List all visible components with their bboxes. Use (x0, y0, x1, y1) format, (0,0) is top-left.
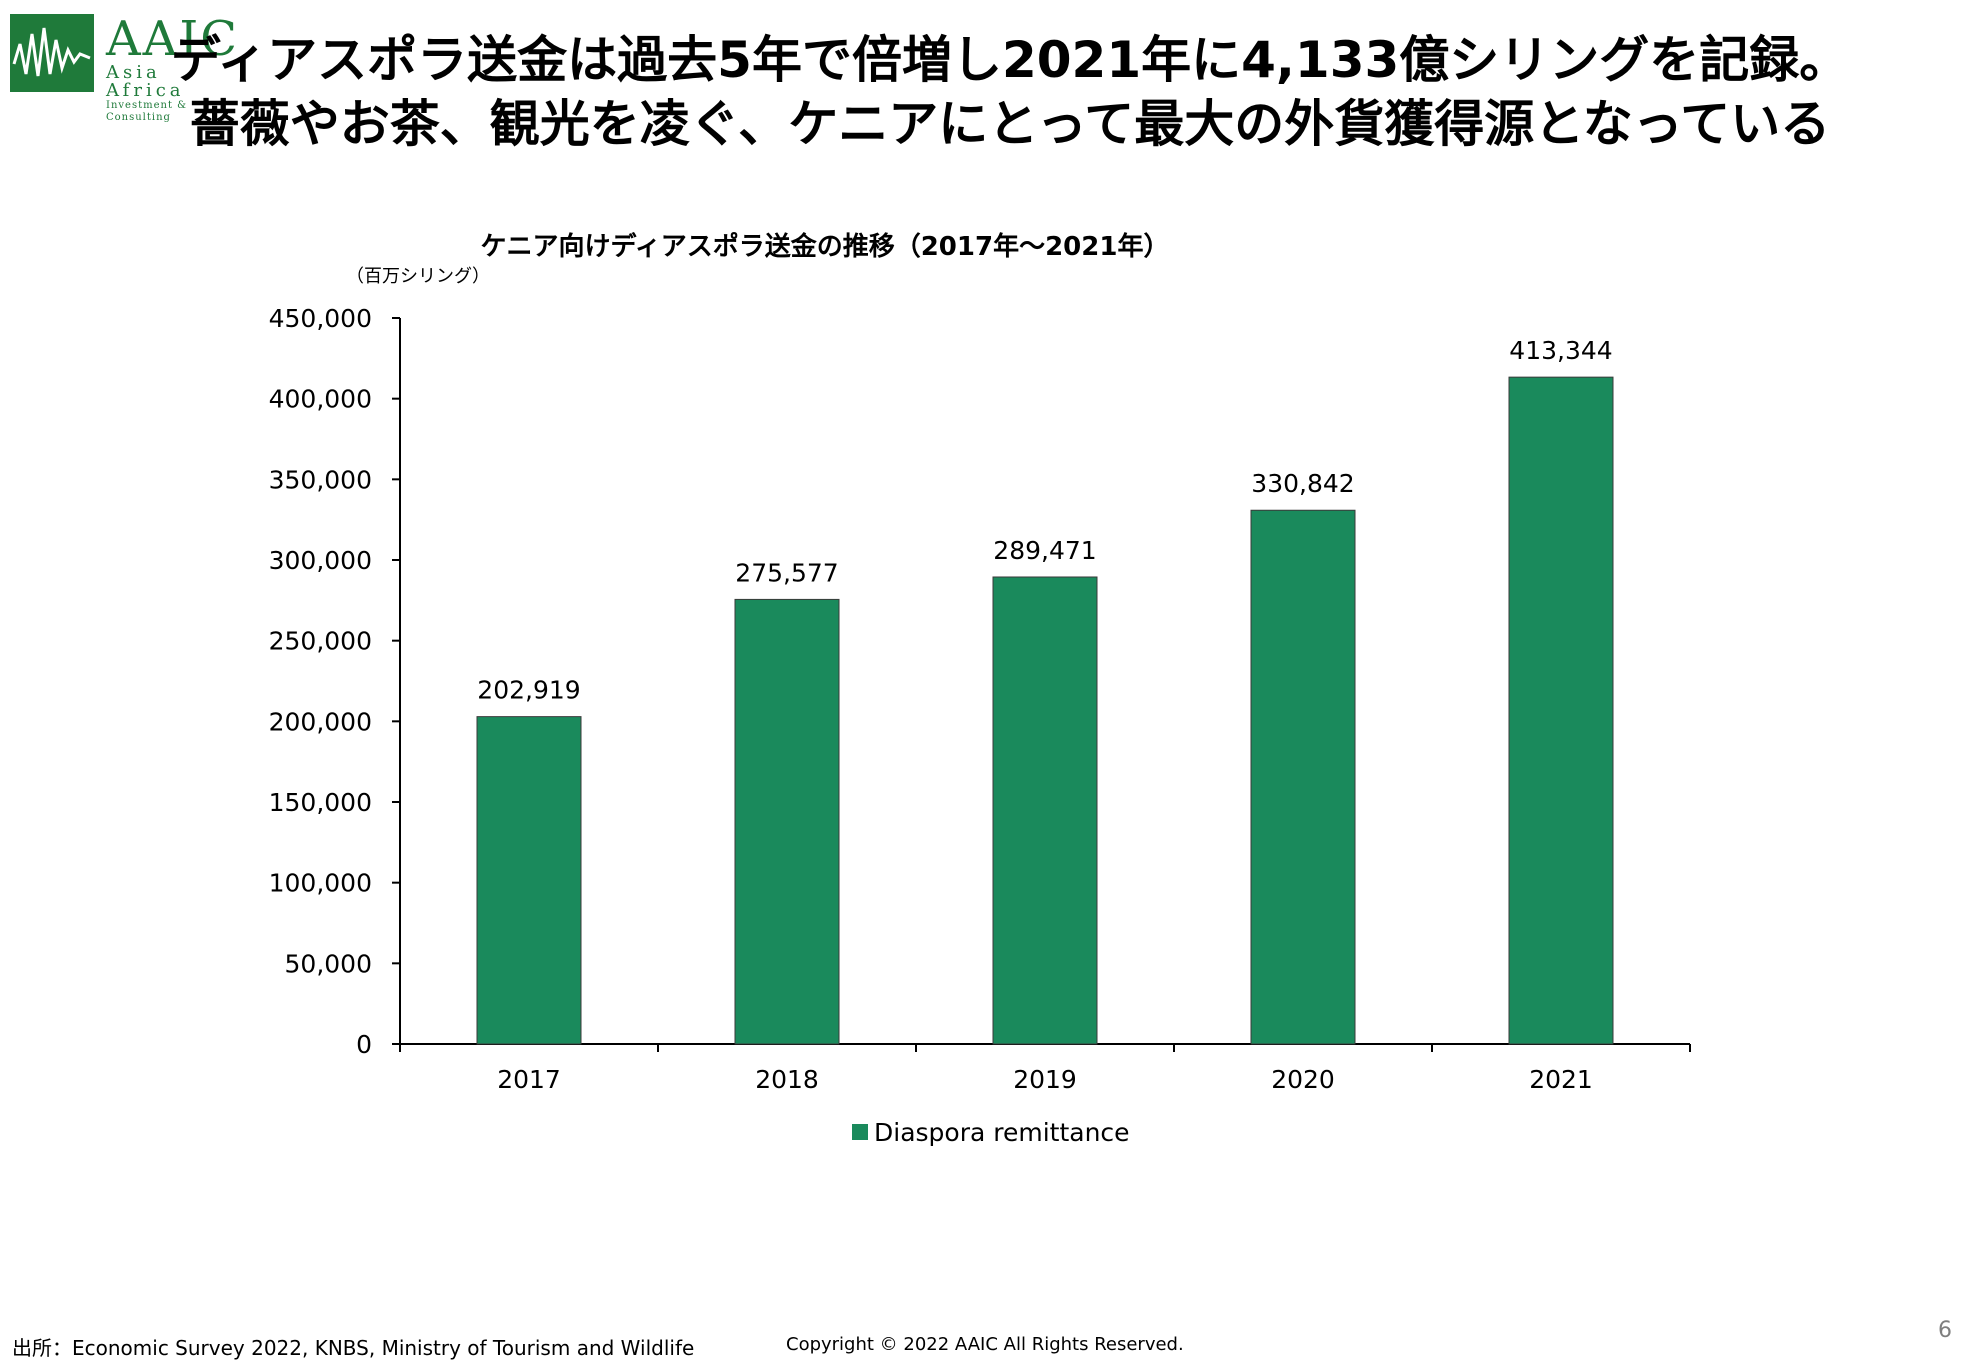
page-number: 6 (1938, 1318, 1952, 1343)
copyright: Copyright © 2022 AAIC All Rights Reserve… (786, 1334, 1184, 1355)
y-tick-label: 400,000 (269, 385, 372, 414)
y-tick-label: 0 (356, 1030, 372, 1059)
bar-2017 (476, 716, 582, 1045)
x-tick-label-2021: 2021 (1529, 1065, 1593, 1094)
bar-2018 (734, 598, 840, 1045)
y-tick-label: 300,000 (269, 546, 372, 575)
bar-2020 (1250, 509, 1356, 1045)
y-tick-label: 150,000 (269, 788, 372, 817)
aaic-logo: AAIC Asia Africa Investment & Consulting (10, 14, 246, 123)
logo-sub: Asia Africa (106, 62, 185, 101)
y-tick-label: 250,000 (269, 627, 372, 656)
x-tick-label-2019: 2019 (1013, 1065, 1077, 1094)
source-note: 出所：Economic Survey 2022, KNBS, Ministry … (12, 1336, 695, 1360)
x-tick-label-2018: 2018 (755, 1065, 819, 1094)
y-tick-label: 450,000 (269, 304, 372, 333)
logo-text: AAIC Asia Africa Investment & Consulting (106, 14, 246, 124)
y-unit-label: （百万シリング） (346, 266, 490, 287)
y-tick-label: 350,000 (269, 465, 372, 494)
data-label-2019: 289,471 (993, 536, 1096, 565)
x-tick-label-2017: 2017 (497, 1065, 561, 1094)
x-tick-label-2020: 2020 (1271, 1065, 1335, 1094)
legend-swatch (852, 1124, 868, 1140)
data-label-2017: 202,919 (477, 676, 580, 705)
title-line-1: ディアスポラ送金は過去5年で倍増し2021年に4,133億シリングを記録。 (170, 31, 1850, 89)
bar-2019 (992, 576, 1098, 1045)
data-label-2020: 330,842 (1251, 469, 1354, 498)
bar-2021 (1508, 376, 1614, 1045)
legend-label: Diaspora remittance (874, 1118, 1130, 1147)
logo-wave-mark (10, 14, 94, 92)
logo-tagline: Investment & Consulting (106, 100, 188, 123)
y-tick-label: 100,000 (269, 869, 372, 898)
data-label-2018: 275,577 (735, 558, 838, 587)
chart-title: ケニア向けディアスポラ送金の推移（2017年～2021年） (480, 232, 1170, 262)
y-tick-label: 50,000 (285, 949, 372, 978)
logo-main: AAIC (106, 11, 240, 67)
slide-title: ディアスポラ送金は過去5年で倍増し2021年に4,133億シリングを記録。 薔薇… (140, 28, 1880, 156)
data-label-2021: 413,344 (1509, 336, 1612, 365)
y-tick-label: 200,000 (269, 707, 372, 736)
title-line-2: 薔薇やお茶、観光を凌ぐ、ケニアにとって最大の外貨獲得源となっている (189, 95, 1831, 153)
